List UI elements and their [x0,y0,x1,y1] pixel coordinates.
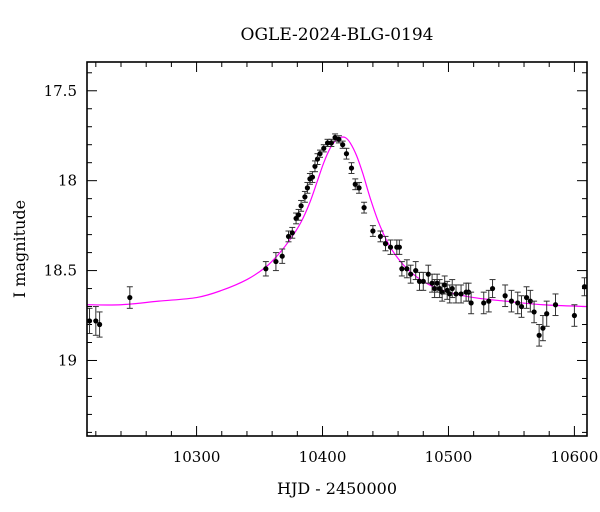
data-point [295,212,302,218]
axis-ticks: 10300 10400 10500 10600 17.5 18 18.5 19 [44,62,599,466]
data-point [96,321,103,328]
data-point [356,185,362,191]
data-point [432,285,438,292]
data-point [348,165,355,171]
data-point [396,244,402,250]
data-point [447,291,453,297]
data-point [343,151,350,157]
x-tick-label: 10500 [425,448,473,466]
data-point [449,285,455,292]
model-curve [86,136,588,308]
data-point [425,271,431,277]
y-tick-label: 17.5 [44,82,77,100]
y-tick-label: 18 [58,172,77,190]
data-point [382,241,389,247]
model-curve-layer [86,136,588,308]
data-point [581,284,588,290]
data-point [481,300,487,306]
data-point [420,278,426,284]
data-point [536,332,542,338]
x-axis-label: HJD - 2450000 [277,479,397,498]
data-point [468,300,474,306]
data-point [571,312,578,319]
data-point [309,174,316,180]
data-point [304,185,311,191]
data-point [370,228,376,234]
y-tick-label: 18.5 [44,262,77,280]
x-tick-label: 10400 [299,448,347,466]
data-point [531,309,537,315]
data-point [442,282,448,288]
data-point [361,205,367,211]
data-point [453,291,459,297]
data-point [302,194,308,200]
data-point [86,318,93,324]
plot-frame [86,61,588,437]
data-point [377,233,384,240]
data-point [399,266,405,272]
data-point [518,303,525,310]
chart-title: OGLE-2024-BLG-0194 [241,25,434,45]
data-point [489,285,496,292]
data-point [502,293,508,299]
data-point [289,230,295,236]
data-point [273,258,279,265]
data-point [527,298,533,304]
data-points-layer [86,133,588,347]
data-point [458,291,464,297]
data-point [408,271,414,277]
y-tick-label: 19 [58,351,77,369]
data-point [263,266,269,272]
data-point [324,140,331,146]
data-point [127,294,133,301]
data-point [508,298,515,304]
data-point [434,280,440,286]
data-point [298,203,304,209]
y-axis-label: I magnitude [10,200,29,298]
data-point [486,298,492,304]
data-point [416,278,423,284]
x-tick-label: 10300 [173,448,221,466]
data-point [387,244,394,250]
x-tick-label: 10600 [551,448,599,466]
data-point [515,300,521,306]
data-point [279,253,285,259]
data-point [340,142,346,148]
data-point [544,311,550,317]
data-point [404,266,410,272]
data-point [552,302,559,308]
data-point [93,318,99,324]
data-point [523,294,530,301]
data-point [429,280,435,286]
